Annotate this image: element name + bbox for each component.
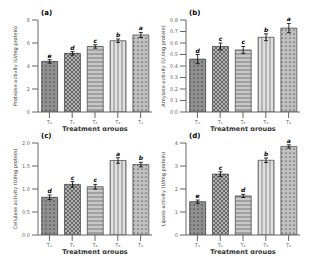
svg-text:b: b <box>264 26 269 33</box>
svg-text:3: 3 <box>175 163 178 169</box>
svg-text:a: a <box>116 150 120 157</box>
svg-text:T₂: T₂ <box>239 119 245 125</box>
svg-text:T₁: T₁ <box>217 119 223 125</box>
svg-text:T₃: T₃ <box>114 242 120 248</box>
svg-text:d: d <box>195 47 200 54</box>
svg-text:d: d <box>70 44 75 51</box>
svg-text:0.0: 0.0 <box>22 232 30 238</box>
svg-text:0.5: 0.5 <box>22 209 30 215</box>
svg-text:b: b <box>139 154 144 161</box>
svg-text:Amylase activity (U /mg protei: Amylase activity (U /mg protein) <box>160 25 167 106</box>
svg-text:b: b <box>264 150 269 157</box>
svg-text:T₁: T₁ <box>217 242 223 248</box>
svg-text:0.6: 0.6 <box>170 40 178 46</box>
html-text:(a): (a) <box>41 9 53 17</box>
html-text:(d): (d) <box>189 132 201 140</box>
svg-text:b: b <box>116 31 121 38</box>
svg-text:T₀: T₀ <box>194 242 200 248</box>
svg-text:T₂: T₂ <box>91 119 97 125</box>
svg-text:2.0: 2.0 <box>22 140 30 146</box>
svg-text:T₂: T₂ <box>91 242 97 248</box>
svg-text:0.4: 0.4 <box>170 63 178 69</box>
svg-text:0.3: 0.3 <box>170 74 178 80</box>
svg-text:c: c <box>93 37 97 44</box>
svg-text:0.7: 0.7 <box>170 28 178 34</box>
svg-text:8: 8 <box>27 17 30 23</box>
svg-text:T₃: T₃ <box>262 119 268 125</box>
svg-text:0.0: 0.0 <box>170 109 178 115</box>
svg-text:c: c <box>71 174 75 181</box>
svg-text:a: a <box>287 137 291 144</box>
svg-text:T₂: T₂ <box>239 242 245 248</box>
svg-text:0.5: 0.5 <box>170 51 178 57</box>
svg-text:0.1: 0.1 <box>170 97 178 103</box>
svg-text:6: 6 <box>27 40 30 46</box>
svg-text:T₀: T₀ <box>46 242 52 248</box>
svg-text:c: c <box>219 35 223 42</box>
svg-text:T₁: T₁ <box>69 242 75 248</box>
svg-text:T₀: T₀ <box>194 119 200 125</box>
html-text:(c): (c) <box>41 132 52 140</box>
svg-text:Treatment groups: Treatment groups <box>62 125 128 131</box>
svg-text:0.2: 0.2 <box>170 86 178 92</box>
svg-text:T₁: T₁ <box>69 119 75 125</box>
svg-text:c: c <box>93 176 97 183</box>
svg-text:c: c <box>241 38 245 45</box>
svg-text:1: 1 <box>175 209 178 215</box>
svg-text:Protease activity (U/mg protei: Protease activity (U/mg protein) <box>12 26 19 106</box>
svg-text:Treatment groups: Treatment groups <box>210 125 276 131</box>
svg-text:1.5: 1.5 <box>22 163 30 169</box>
svg-text:T₄: T₄ <box>285 119 291 125</box>
svg-text:0: 0 <box>175 232 178 238</box>
svg-text:e: e <box>48 52 52 59</box>
svg-text:T₄: T₄ <box>137 242 143 248</box>
svg-text:a: a <box>139 24 143 31</box>
svg-text:d: d <box>47 187 52 194</box>
svg-text:1.0: 1.0 <box>22 186 30 192</box>
svg-text:Lipase activity (U/mg protein): Lipase activity (U/mg protein) <box>160 152 167 226</box>
svg-text:Treatment groups: Treatment groups <box>62 248 128 254</box>
svg-text:T₃: T₃ <box>262 242 268 248</box>
svg-text:a: a <box>287 15 291 22</box>
svg-text:T₀: T₀ <box>46 119 52 125</box>
svg-text:4: 4 <box>175 140 178 146</box>
svg-text:4: 4 <box>27 63 30 69</box>
svg-text:0.8: 0.8 <box>170 17 178 23</box>
svg-text:T₄: T₄ <box>285 242 291 248</box>
svg-text:T₃: T₃ <box>114 119 120 125</box>
svg-text:e: e <box>196 192 200 199</box>
svg-text:d: d <box>241 186 246 193</box>
svg-text:T₄: T₄ <box>137 119 143 125</box>
svg-text:c: c <box>219 164 223 171</box>
svg-text:Treatment groups: Treatment groups <box>210 248 276 254</box>
html-text:(b): (b) <box>189 9 201 17</box>
svg-text:Cellulase activity (U/mg prote: Cellulase activity (U/mg protein) <box>12 149 19 230</box>
svg-text:0: 0 <box>27 109 30 115</box>
svg-text:2: 2 <box>175 186 178 192</box>
svg-text:2: 2 <box>27 86 30 92</box>
